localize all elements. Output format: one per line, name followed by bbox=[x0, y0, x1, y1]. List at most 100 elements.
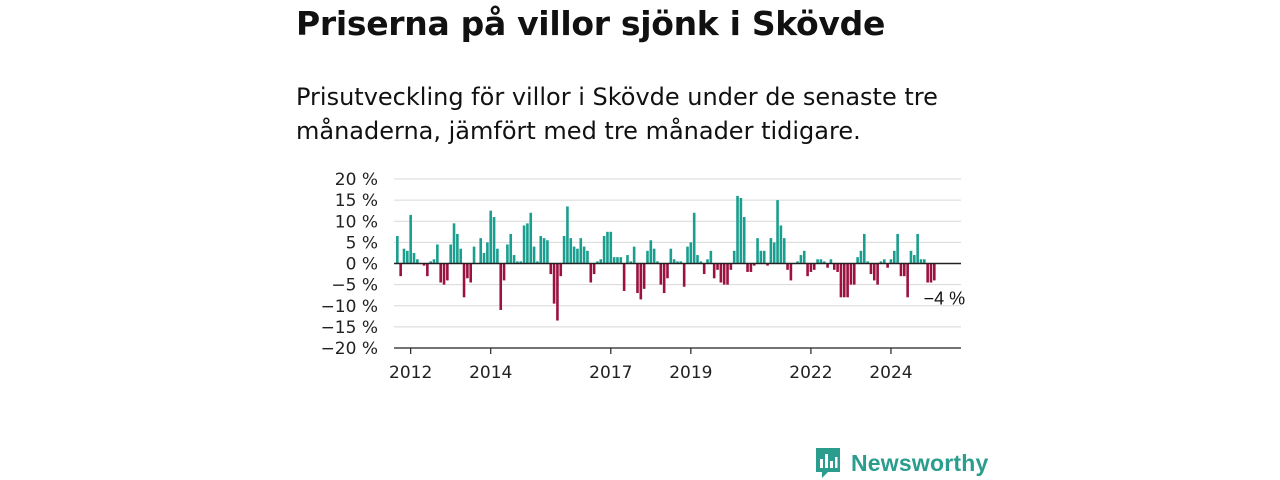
bar bbox=[666, 263, 669, 279]
bar bbox=[652, 248, 656, 264]
bar bbox=[536, 261, 539, 264]
y-tick-label: 20 % bbox=[335, 170, 378, 190]
bar bbox=[849, 263, 853, 285]
bar bbox=[789, 263, 793, 281]
bar bbox=[482, 252, 486, 264]
bar bbox=[399, 263, 402, 277]
bar bbox=[562, 236, 566, 264]
bar bbox=[436, 244, 439, 264]
bar bbox=[759, 250, 763, 264]
bar bbox=[862, 233, 866, 264]
bar bbox=[836, 263, 839, 272]
y-tick-label: 0 % bbox=[346, 255, 378, 275]
bar bbox=[749, 263, 753, 272]
bar bbox=[892, 250, 896, 264]
bar-chart-bubble-icon bbox=[816, 448, 840, 478]
y-tick-label: 15 % bbox=[335, 191, 378, 211]
bar bbox=[913, 255, 916, 264]
bar bbox=[509, 233, 513, 264]
bar bbox=[879, 261, 883, 264]
bar bbox=[532, 246, 536, 264]
bar bbox=[422, 263, 426, 266]
y-tick-label: 5 % bbox=[346, 233, 378, 253]
bar bbox=[929, 263, 933, 283]
bar bbox=[456, 233, 459, 264]
bar bbox=[926, 263, 929, 283]
bar bbox=[919, 259, 923, 264]
bar bbox=[702, 263, 706, 275]
bar bbox=[636, 263, 639, 294]
bar bbox=[629, 261, 633, 264]
bar bbox=[459, 248, 463, 264]
bar bbox=[586, 250, 589, 264]
bar bbox=[576, 248, 579, 264]
bar bbox=[472, 246, 476, 264]
bar bbox=[566, 206, 569, 264]
bar bbox=[746, 263, 749, 272]
bar bbox=[832, 263, 836, 270]
bar bbox=[452, 223, 456, 264]
bar bbox=[432, 259, 436, 264]
bar bbox=[449, 244, 452, 264]
bar bbox=[809, 263, 813, 272]
bar bbox=[866, 261, 869, 264]
bar bbox=[812, 263, 816, 270]
bar bbox=[429, 261, 432, 264]
x-tick-label: 2024 bbox=[869, 363, 912, 383]
bars bbox=[396, 195, 936, 321]
bar bbox=[669, 248, 673, 264]
bar bbox=[466, 263, 469, 279]
bar bbox=[522, 225, 526, 264]
bar bbox=[556, 263, 559, 321]
axes bbox=[394, 262, 961, 354]
bar bbox=[686, 246, 689, 264]
bar bbox=[649, 240, 653, 264]
bar bbox=[729, 263, 733, 270]
bar bbox=[816, 259, 819, 264]
bar bbox=[559, 263, 563, 277]
bar bbox=[582, 246, 586, 264]
bar bbox=[889, 259, 893, 264]
bar bbox=[646, 250, 649, 264]
bar bbox=[869, 263, 873, 275]
bar bbox=[619, 257, 623, 264]
bar bbox=[616, 257, 619, 264]
bar bbox=[896, 233, 899, 264]
bar bbox=[689, 242, 693, 264]
x-tick-label: 2017 bbox=[589, 363, 632, 383]
bar bbox=[806, 263, 809, 277]
bar bbox=[529, 212, 533, 264]
bar bbox=[786, 263, 789, 270]
bar bbox=[776, 200, 779, 264]
bar bbox=[446, 263, 449, 281]
bar bbox=[552, 263, 556, 304]
bar bbox=[859, 250, 863, 264]
y-tick-label: −15 % bbox=[321, 318, 378, 338]
bar bbox=[492, 217, 496, 264]
bar bbox=[906, 263, 909, 298]
bar bbox=[526, 223, 529, 264]
bar bbox=[442, 263, 446, 285]
bar bbox=[506, 244, 509, 264]
bar bbox=[822, 261, 826, 264]
bar bbox=[462, 263, 466, 298]
bar bbox=[852, 263, 856, 285]
bar bbox=[499, 263, 503, 310]
bar bbox=[579, 238, 583, 264]
last-value-label: −4 % bbox=[924, 288, 966, 308]
bar bbox=[396, 236, 399, 264]
bar bbox=[739, 198, 743, 264]
bar bbox=[589, 263, 593, 283]
bar bbox=[819, 259, 823, 264]
bar bbox=[696, 255, 699, 264]
bar bbox=[549, 263, 553, 275]
bar bbox=[672, 259, 676, 264]
bar bbox=[569, 238, 573, 264]
page-title: Priserna på villor sjönk i Skövde bbox=[296, 4, 886, 43]
bar bbox=[766, 263, 769, 266]
bar bbox=[802, 250, 806, 264]
bar bbox=[502, 263, 506, 281]
bar bbox=[596, 261, 599, 264]
bar bbox=[736, 195, 739, 264]
brand-logo: Newsworthy bbox=[814, 446, 988, 480]
